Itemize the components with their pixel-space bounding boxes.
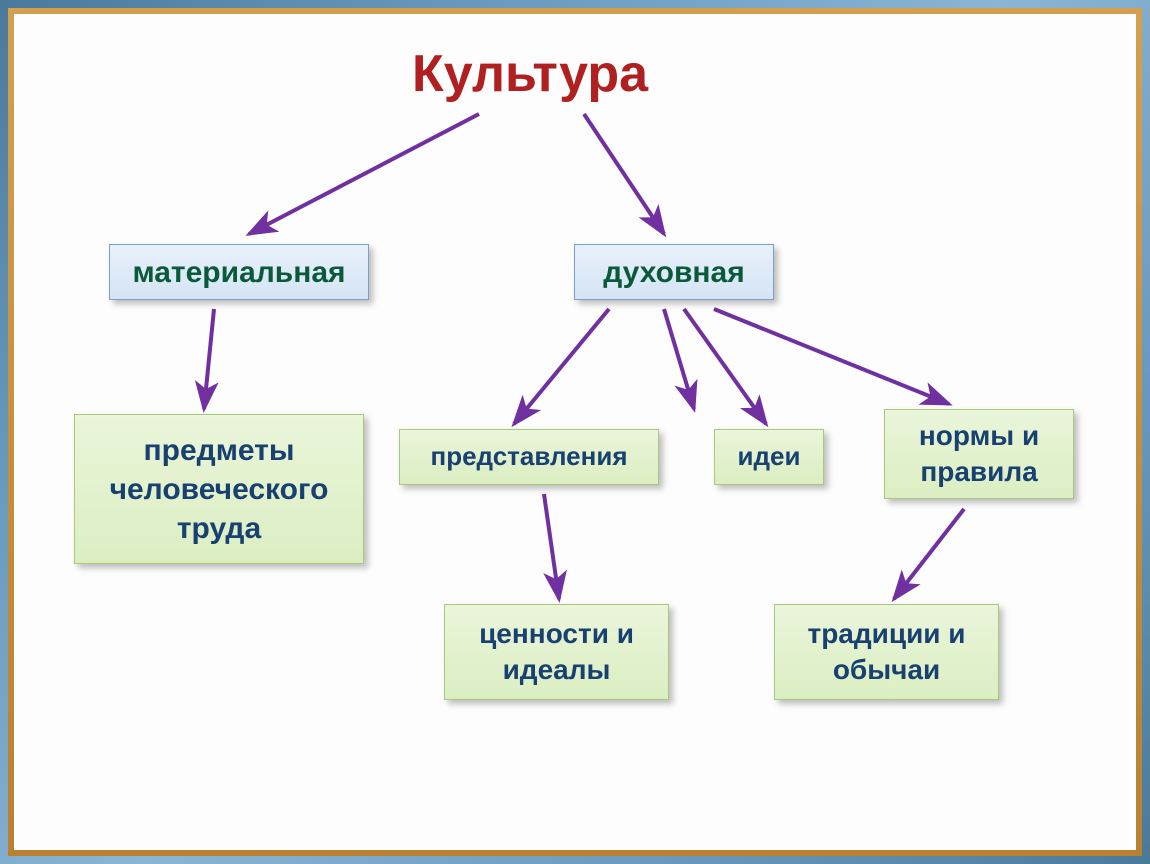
arrow [714,309,949,404]
arrow [204,309,214,409]
node-ideas: идеи [714,429,824,485]
arrow [514,309,609,424]
arrow [664,309,694,409]
arrow [684,309,766,424]
node-objects: предметычеловеческоготруда [74,414,364,564]
diagram-title: Культура [412,44,648,104]
slide-frame: Культура материальная духовная предметычел… [8,8,1142,856]
node-representations: представления [399,429,659,485]
node-values: ценности иидеалы [444,604,669,700]
node-traditions: традиции иобычаи [774,604,999,700]
slide-canvas: Культура материальная духовная предметычел… [14,14,1136,850]
arrow [894,509,964,599]
node-spiritual: духовная [574,244,774,300]
arrow [249,114,479,234]
arrow [544,494,559,599]
node-material: материальная [109,244,369,300]
arrow [584,114,664,234]
node-norms: нормы иправила [884,409,1074,499]
